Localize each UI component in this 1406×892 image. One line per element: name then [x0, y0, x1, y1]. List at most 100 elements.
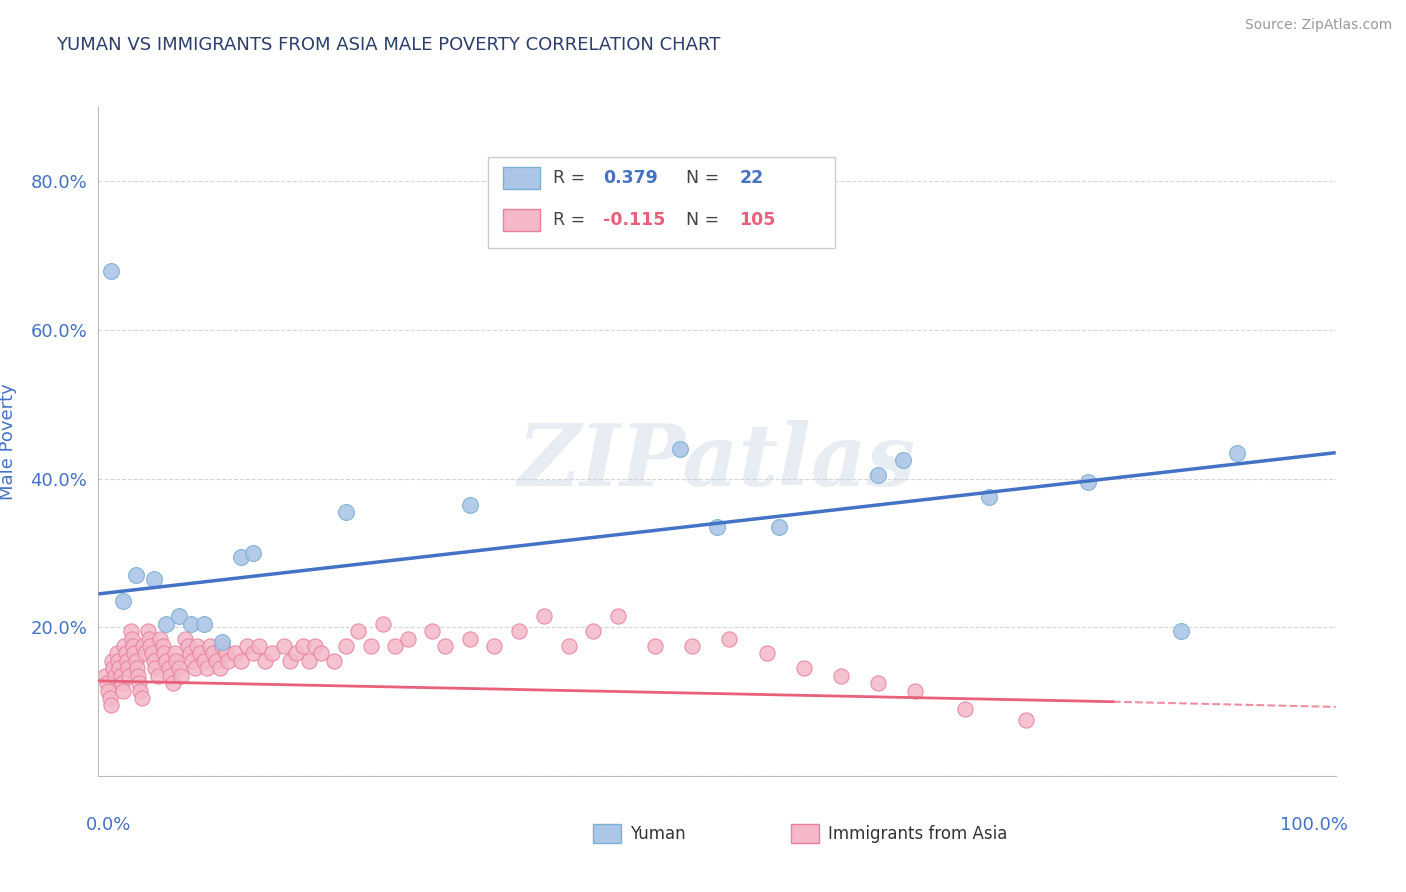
Point: [335, 639, 357, 653]
Point: [347, 624, 370, 639]
Point: [176, 639, 198, 653]
Point: [193, 616, 215, 631]
Point: [162, 676, 184, 690]
Point: [100, 698, 122, 713]
Point: [96, 676, 118, 690]
Point: [186, 639, 208, 653]
Point: [979, 490, 1001, 504]
Point: [1226, 445, 1249, 460]
Point: [101, 654, 124, 668]
Point: [273, 639, 295, 653]
Point: [115, 654, 138, 668]
Point: [371, 616, 394, 631]
Point: [167, 609, 190, 624]
Point: [215, 646, 238, 660]
Point: [159, 669, 181, 683]
Bar: [488, 157, 835, 247]
Point: [644, 639, 666, 653]
Point: [202, 646, 225, 660]
Point: [193, 654, 215, 668]
Text: 0.0%: 0.0%: [86, 816, 131, 834]
Point: [830, 669, 852, 683]
Point: [291, 639, 314, 653]
Point: [131, 690, 153, 705]
Point: [208, 661, 231, 675]
Point: [153, 646, 176, 660]
Point: [533, 609, 555, 624]
Point: [149, 632, 172, 646]
Point: [146, 669, 169, 683]
Point: [254, 654, 277, 668]
Point: [508, 624, 530, 639]
Point: [229, 549, 252, 564]
Point: [128, 676, 150, 690]
Text: Yuman: Yuman: [630, 824, 686, 843]
Point: [179, 646, 201, 660]
Point: [229, 654, 252, 668]
Point: [669, 442, 692, 456]
Text: 0.379: 0.379: [603, 169, 658, 186]
Text: Source: ZipAtlas.com: Source: ZipAtlas.com: [1244, 18, 1392, 32]
Point: [706, 520, 728, 534]
Point: [112, 683, 135, 698]
Point: [205, 654, 228, 668]
Point: [484, 639, 506, 653]
Point: [134, 646, 156, 660]
Text: N =: N =: [686, 211, 725, 229]
Text: ZIPatlas: ZIPatlas: [517, 420, 917, 503]
Point: [396, 632, 419, 646]
Point: [211, 635, 233, 649]
Point: [93, 669, 115, 683]
Point: [904, 683, 927, 698]
Point: [422, 624, 444, 639]
Point: [866, 676, 889, 690]
Point: [309, 646, 332, 660]
Point: [118, 669, 141, 683]
Point: [143, 661, 166, 675]
Point: [103, 669, 125, 683]
Point: [681, 639, 703, 653]
Point: [607, 609, 630, 624]
Point: [304, 639, 326, 653]
Point: [124, 654, 146, 668]
Point: [1077, 475, 1099, 490]
Point: [112, 594, 135, 608]
Point: [360, 639, 382, 653]
Point: [141, 646, 163, 660]
Text: 22: 22: [740, 169, 763, 186]
Point: [195, 661, 218, 675]
Point: [384, 639, 406, 653]
Point: [124, 646, 146, 660]
Point: [117, 661, 139, 675]
Point: [114, 646, 136, 660]
Point: [433, 639, 456, 653]
Point: [755, 646, 778, 660]
Point: [198, 639, 221, 653]
Point: [718, 632, 741, 646]
Point: [165, 654, 187, 668]
Bar: [503, 167, 540, 189]
Point: [217, 654, 239, 668]
Point: [165, 646, 187, 660]
Point: [242, 546, 264, 560]
Point: [155, 616, 177, 631]
Point: [112, 639, 135, 653]
Point: [122, 639, 145, 653]
Point: [120, 624, 142, 639]
Point: [129, 683, 152, 698]
Point: [557, 639, 579, 653]
Point: [242, 646, 264, 660]
Point: [108, 661, 131, 675]
Point: [224, 646, 246, 660]
Point: [1170, 624, 1192, 639]
Point: [167, 661, 190, 675]
Point: [180, 616, 202, 631]
Point: [278, 654, 301, 668]
Point: [793, 661, 815, 675]
Point: [136, 624, 159, 639]
Point: [891, 453, 914, 467]
Point: [105, 646, 128, 660]
Point: [174, 632, 197, 646]
Text: R =: R =: [553, 211, 591, 229]
Point: [866, 467, 889, 482]
